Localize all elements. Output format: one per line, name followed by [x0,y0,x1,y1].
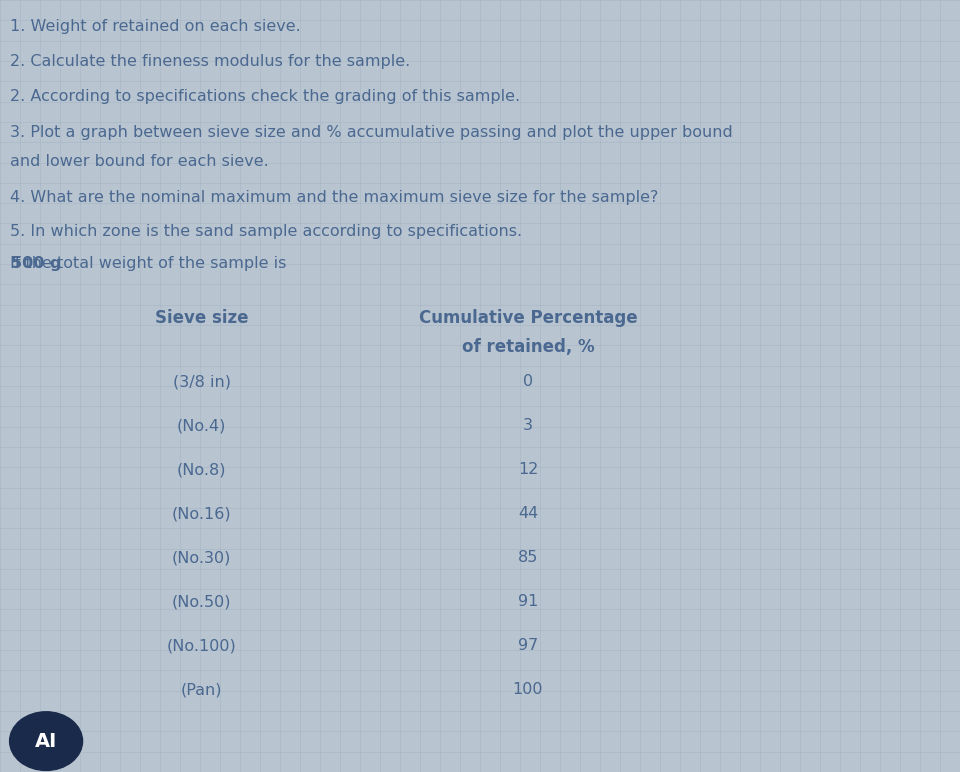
Text: of retained, %: of retained, % [462,338,594,356]
Text: (No.4): (No.4) [177,418,227,433]
Text: 44: 44 [517,506,539,521]
Text: 12: 12 [517,462,539,477]
Text: 5. In which zone is the sand sample according to specifications.: 5. In which zone is the sand sample acco… [10,224,521,239]
Text: 3: 3 [523,418,533,433]
Text: 3. Plot a graph between sieve size and % accumulative passing and plot the upper: 3. Plot a graph between sieve size and %… [10,125,732,140]
Circle shape [10,712,83,770]
Text: 2. According to specifications check the grading of this sample.: 2. According to specifications check the… [10,89,519,103]
Text: (No.50): (No.50) [172,594,231,609]
Text: 91: 91 [517,594,539,609]
Text: and lower bound for each sieve.: and lower bound for each sieve. [10,154,269,169]
Text: 85: 85 [517,550,539,565]
Text: 500 g: 500 g [11,256,61,271]
Text: 97: 97 [517,638,539,653]
Text: If the total weight of the sample is: If the total weight of the sample is [10,256,291,271]
Text: 1. Weight of retained on each sieve.: 1. Weight of retained on each sieve. [10,19,300,34]
Text: If the total weight of the sample is: If the total weight of the sample is [0,771,1,772]
Text: (No.16): (No.16) [172,506,231,521]
Text: (No.30): (No.30) [172,550,231,565]
Text: 4. What are the nominal maximum and the maximum sieve size for the sample?: 4. What are the nominal maximum and the … [10,190,658,205]
Text: (No.100): (No.100) [167,638,236,653]
Text: 2. Calculate the fineness modulus for the sample.: 2. Calculate the fineness modulus for th… [10,54,410,69]
Text: 0: 0 [523,374,533,389]
Text: Cumulative Percentage: Cumulative Percentage [419,309,637,327]
Text: Sieve size: Sieve size [155,309,249,327]
Text: 100: 100 [513,682,543,697]
Text: (Pan): (Pan) [180,682,223,697]
Text: (No.8): (No.8) [177,462,227,477]
Text: (3/8 in): (3/8 in) [173,374,230,389]
Text: AI: AI [35,732,58,750]
